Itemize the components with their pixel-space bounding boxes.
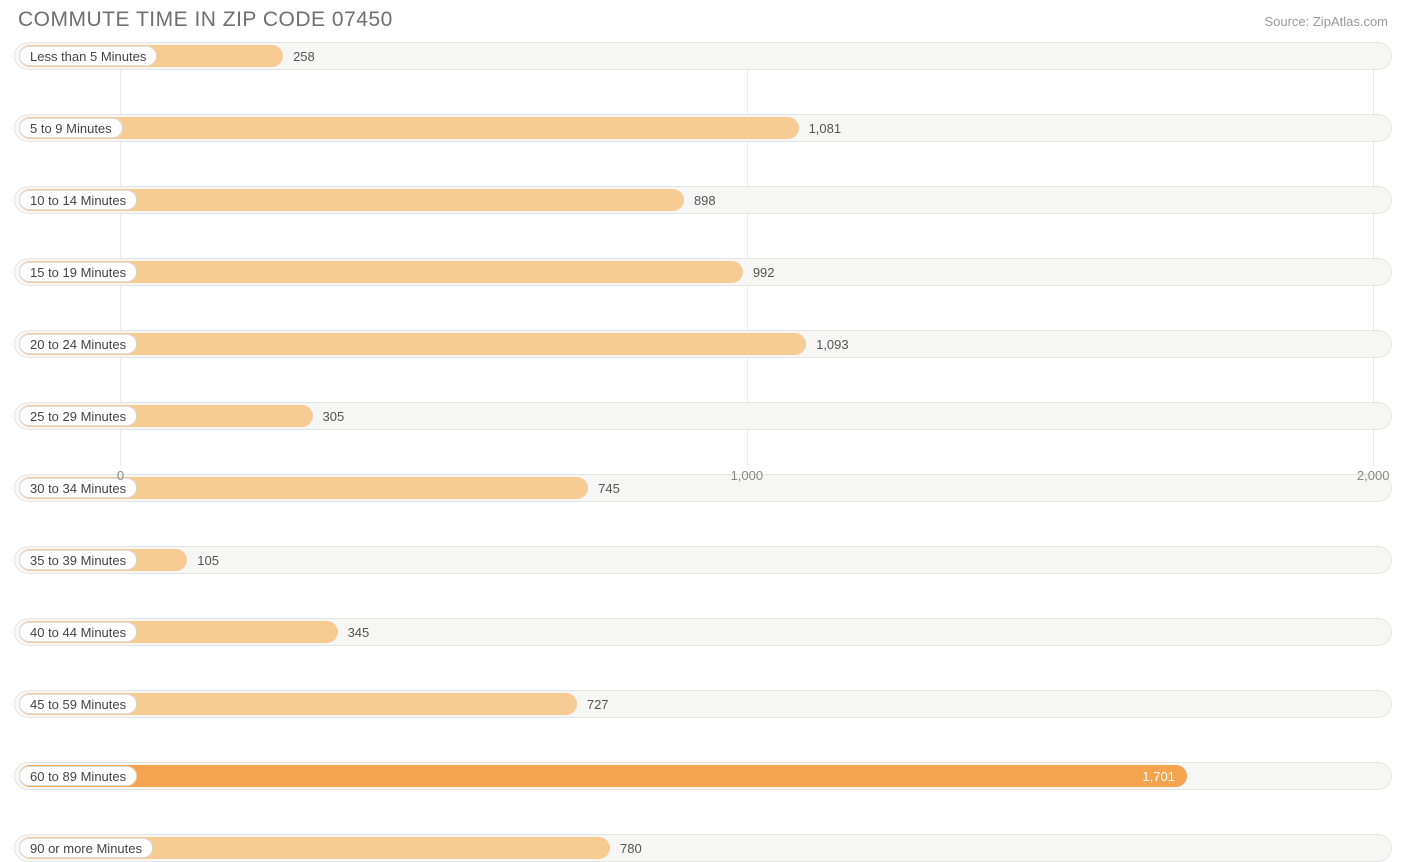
chart-source: Source: ZipAtlas.com (1264, 14, 1388, 29)
bar-row: 90 or more Minutes 780 (14, 834, 1392, 862)
value-label: 1,701 (1142, 763, 1175, 789)
bar-row: 20 to 24 Minutes 1,093 (14, 330, 1392, 358)
x-tick: 1,000 (731, 468, 764, 483)
category-pill: 60 to 89 Minutes (19, 766, 137, 786)
category-pill: 25 to 29 Minutes (19, 406, 137, 426)
value-label: 258 (293, 43, 315, 69)
value-label: 898 (694, 187, 716, 213)
bar-fill (19, 333, 806, 355)
bar-row: 35 to 39 Minutes 105 (14, 546, 1392, 574)
category-pill: 20 to 24 Minutes (19, 334, 137, 354)
commute-time-chart: COMMUTE TIME IN ZIP CODE 07450 Source: Z… (0, 0, 1406, 522)
x-tick: 0 (117, 468, 124, 483)
bar-row: 10 to 14 Minutes 898 (14, 186, 1392, 214)
category-pill: 35 to 39 Minutes (19, 550, 137, 570)
chart-title: COMMUTE TIME IN ZIP CODE 07450 (18, 8, 393, 32)
category-pill: 5 to 9 Minutes (19, 118, 123, 138)
bar-row: 60 to 89 Minutes 1,701 (14, 762, 1392, 790)
value-label: 345 (348, 619, 370, 645)
value-label: 1,093 (816, 331, 849, 357)
bar-row: 15 to 19 Minutes 992 (14, 258, 1392, 286)
value-label: 1,081 (809, 115, 842, 141)
value-label: 992 (753, 259, 775, 285)
bar-row: 5 to 9 Minutes 1,081 (14, 114, 1392, 142)
bar-row: 45 to 59 Minutes 727 (14, 690, 1392, 718)
bar-row: 40 to 44 Minutes 345 (14, 618, 1392, 646)
value-label: 305 (323, 403, 345, 429)
category-pill: 90 or more Minutes (19, 838, 153, 858)
chart-plot: Less than 5 Minutes 258 5 to 9 Minutes 1,08… (14, 42, 1392, 488)
bar-row: 25 to 29 Minutes 305 (14, 402, 1392, 430)
category-pill: 15 to 19 Minutes (19, 262, 137, 282)
value-label: 780 (620, 835, 642, 861)
category-pill: 45 to 59 Minutes (19, 694, 137, 714)
x-tick: 2,000 (1357, 468, 1390, 483)
category-pill: 40 to 44 Minutes (19, 622, 137, 642)
bar-fill (19, 117, 799, 139)
chart-header: COMMUTE TIME IN ZIP CODE 07450 Source: Z… (14, 8, 1392, 32)
bar-fill (19, 765, 1187, 787)
bar-row: Less than 5 Minutes 258 (14, 42, 1392, 70)
x-axis: 0 1,000 2,000 (14, 466, 1392, 488)
category-pill: Less than 5 Minutes (19, 46, 157, 66)
category-pill: 10 to 14 Minutes (19, 190, 137, 210)
value-label: 105 (197, 547, 219, 573)
value-label: 727 (587, 691, 609, 717)
